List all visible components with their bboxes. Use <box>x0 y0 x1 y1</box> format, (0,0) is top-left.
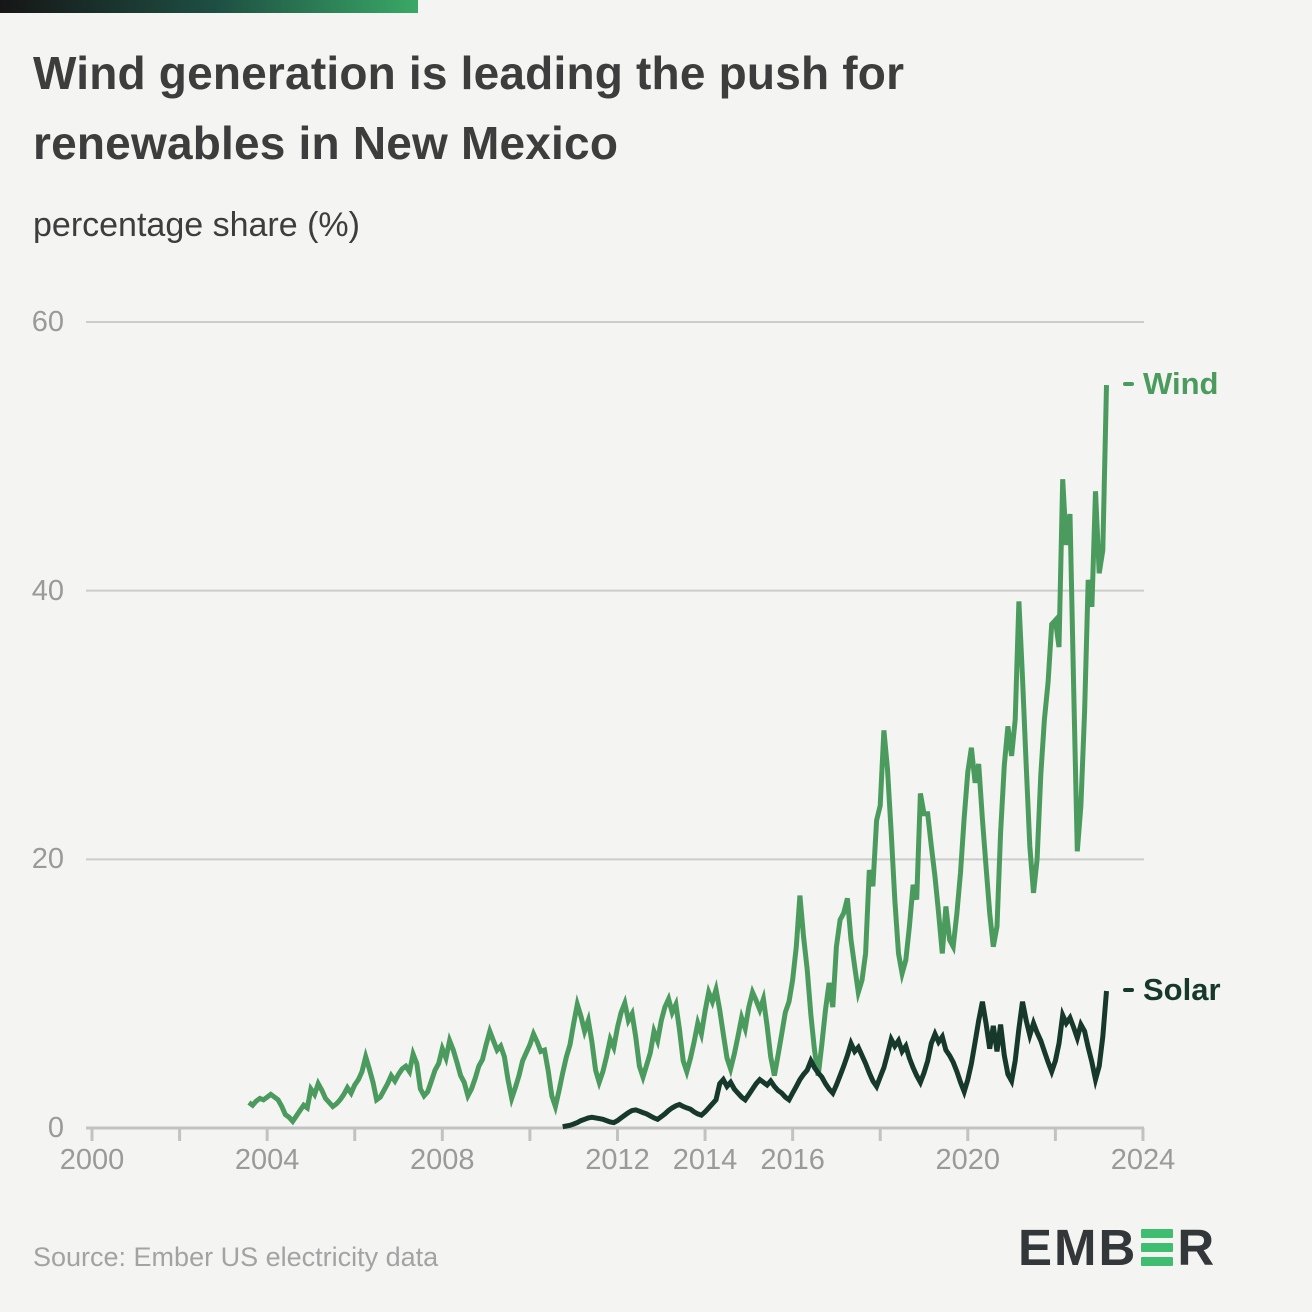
source-credit: Source: Ember US electricity data <box>33 1242 439 1272</box>
solar-line <box>562 990 1109 1130</box>
brand-gradient-bar <box>0 0 418 13</box>
x-tick-label-2000: 2000 <box>59 1144 125 1176</box>
solar-series-label: Solar <box>1123 971 1221 1009</box>
page-title: Wind generation is leading the push for … <box>33 38 1183 178</box>
ember-logo-text-post: R <box>1177 1219 1217 1276</box>
solar-line-tick-icon <box>1123 987 1134 992</box>
x-tick-label-2012: 2012 <box>585 1144 650 1176</box>
wind-series-label-text: Wind <box>1143 366 1219 402</box>
solar-series-label-text: Solar <box>1143 971 1221 1007</box>
x-tick-label-2004: 2004 <box>234 1144 300 1176</box>
wind-line-tick-icon <box>1123 382 1134 387</box>
wind-line <box>247 385 1109 1126</box>
page-title-line-2: renewables in New Mexico <box>33 117 619 169</box>
ember-logo-text-pre: EMB <box>1018 1219 1138 1276</box>
ember-logo: EMB R <box>1018 1218 1216 1277</box>
y-tick-label-0: 0 <box>47 1112 64 1144</box>
chart-subtitle: percentage share (%) <box>33 206 360 244</box>
page-title-line-1: Wind generation is leading the push for <box>33 47 905 99</box>
y-tick-label-20: 20 <box>31 843 64 876</box>
x-tick-label-2014: 2014 <box>672 1144 738 1176</box>
x-tick-label-2020: 2020 <box>935 1144 1001 1176</box>
ember-e-bars-icon <box>1141 1229 1174 1266</box>
x-tick-label-2016: 2016 <box>760 1144 825 1176</box>
wind-series-label: Wind <box>1123 365 1218 403</box>
y-tick-label-60: 60 <box>31 306 64 338</box>
x-tick-label-2024: 2024 <box>1110 1144 1176 1176</box>
x-tick-label-2008: 2008 <box>410 1144 475 1176</box>
y-tick-label-40: 40 <box>31 574 64 607</box>
